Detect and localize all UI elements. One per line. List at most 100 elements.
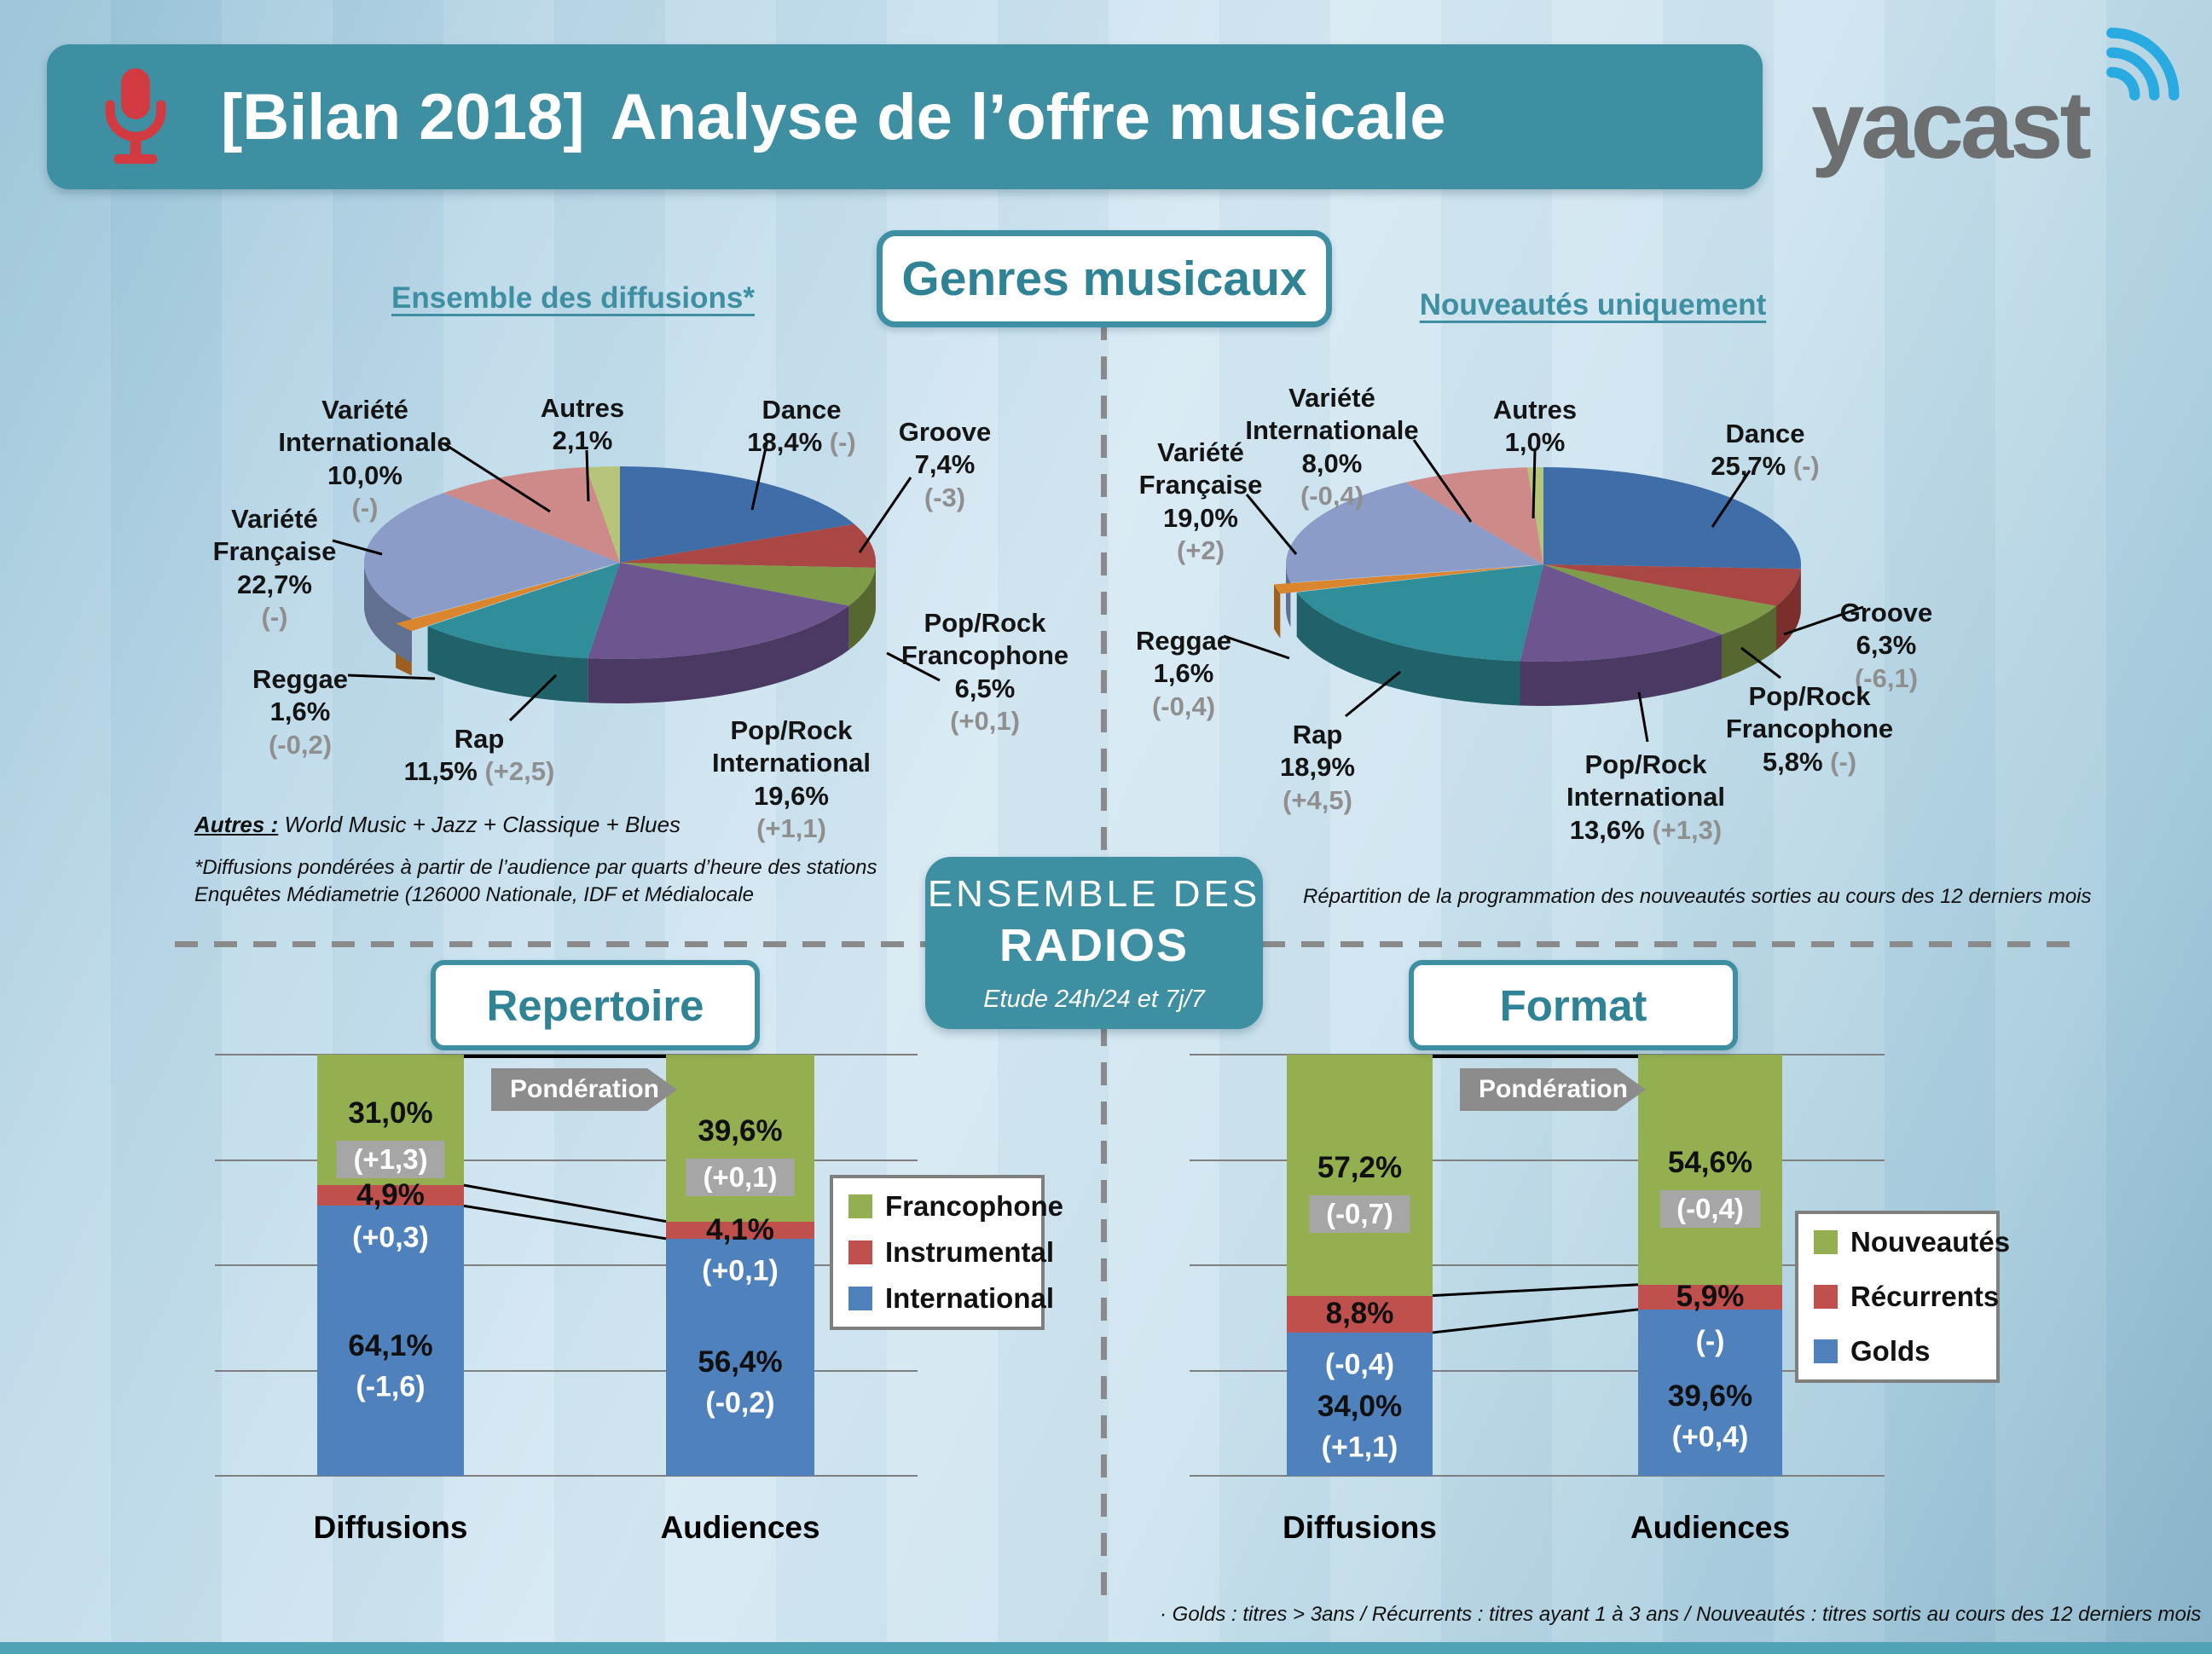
pie-slice — [1527, 466, 1543, 564]
bar-value-label: 34,0% — [1317, 1390, 1403, 1424]
legend-item: Golds — [1814, 1335, 1981, 1368]
bar-change-badge: (+1,3) — [336, 1140, 445, 1178]
horizontal-divider-left — [175, 941, 925, 947]
pie-slice — [848, 568, 876, 651]
pie-leader-line — [750, 439, 769, 511]
pie-slice-label: Rap 11,5% (+2,5) — [403, 724, 555, 787]
bar-value-label: 5,9% — [1676, 1280, 1745, 1314]
microphone-icon — [88, 63, 183, 171]
legend-swatch-icon — [848, 1287, 872, 1310]
legend-item: International — [848, 1282, 1054, 1315]
legend-swatch-icon — [848, 1194, 872, 1218]
pie-leader-line — [332, 539, 383, 556]
pie-slice-label: Reggae 1,6% (-0,4) — [1136, 626, 1231, 721]
bar-change-label: (-1,6) — [356, 1370, 426, 1403]
ensemble-des-radios-box: ENSEMBLE DES RADIOS Etude 24h/24 et 7j/7 — [925, 857, 1263, 1029]
page-title-prefix: [Bilan 2018] — [221, 80, 585, 153]
bar-segment-golds — [1287, 1333, 1433, 1476]
bar-segment-international — [317, 1206, 464, 1476]
repertoire-box: Repertoire — [431, 960, 760, 1050]
legend-item: Nouveautés — [1814, 1226, 2010, 1258]
pie-slice — [1274, 565, 1527, 594]
gridline — [1190, 1159, 1885, 1161]
pie-slice — [363, 563, 412, 663]
page-title-main: Analyse de l’offre musicale — [610, 80, 1446, 153]
pie-leader-line — [1637, 691, 1649, 743]
bar-change-label: (+0,3) — [352, 1221, 429, 1254]
ponderation-arrow-format: Pondération — [1460, 1068, 1646, 1111]
pie-slice — [1274, 584, 1281, 639]
chart-legend: Nouveautés Récurrents Golds — [1795, 1211, 2010, 1383]
format-box: Format — [1409, 960, 1738, 1050]
pie-leader-line — [585, 449, 590, 502]
legend-label: Nouveautés — [1850, 1226, 2011, 1258]
bar-change-label: (+0,1) — [702, 1254, 779, 1287]
pie-slice — [620, 563, 876, 606]
pie-slice — [1543, 466, 1802, 570]
yacast-signal-icon — [2106, 27, 2180, 101]
pie-slice — [620, 523, 877, 568]
chart-legend: Francophone Instrumental International — [830, 1175, 1063, 1330]
genres-musicaux-box: Genres musicaux — [877, 230, 1332, 327]
pie-slice-label: Reggae 1,6% (-0,2) — [252, 664, 348, 760]
pie-slice-label: Rap 18,9% (+4,5) — [1280, 720, 1355, 815]
legend-label: International — [885, 1282, 1055, 1314]
bar-change-label: (+1,1) — [1321, 1431, 1398, 1464]
pie-slice — [427, 563, 620, 659]
bar-value-label: 31,0% — [348, 1096, 433, 1130]
pie-leader-line — [858, 477, 912, 553]
gridline — [215, 1369, 918, 1372]
pie-slice-label: Pop/Rock International 19,6% (+1,1) — [711, 715, 871, 844]
pie-slice-label: Variété Internationale 8,0% (-0,4) — [1245, 383, 1419, 512]
gridline — [1190, 1264, 1885, 1266]
pie-slice-label: Variété Française 22,7% (-) — [212, 504, 337, 633]
pie-leader-line — [1783, 605, 1864, 636]
pie-leader-line — [1711, 470, 1752, 528]
pie-slice — [1296, 564, 1543, 662]
bar-segment-récurrents — [1287, 1295, 1433, 1333]
pie-slice-label: Pop/Rock International 13,6% (+1,3) — [1566, 749, 1726, 845]
legend-item: Francophone — [848, 1190, 1063, 1223]
pie-leader-line — [1412, 439, 1473, 523]
bar-value-label: 56,4% — [698, 1345, 783, 1379]
legend-swatch-icon — [848, 1240, 872, 1264]
center-box-line2: RADIOS — [999, 919, 1189, 971]
pie-slice — [1543, 564, 1801, 606]
pie-leader-line — [508, 674, 558, 722]
bar-segment-golds — [1638, 1309, 1782, 1477]
pie-slice — [1520, 634, 1722, 706]
legend-label: Golds — [1850, 1335, 1931, 1367]
pie-slice — [363, 493, 620, 619]
pie-leader-line — [347, 674, 436, 680]
pie-slice — [588, 605, 849, 703]
gridline — [1190, 1369, 1885, 1372]
footer-bar — [0, 1642, 2212, 1654]
pie-slice — [1520, 564, 1722, 662]
bar-value-label: 54,6% — [1667, 1145, 1753, 1179]
pie-leader-line — [1345, 670, 1401, 718]
bar-connector-lines — [1432, 1055, 1639, 1334]
bar-value-label: 64,1% — [348, 1329, 433, 1362]
right-pie-footnote: Répartition de la programmation des nouv… — [1303, 885, 2092, 908]
pie-slice-label: Autres 1,0% — [1492, 395, 1578, 458]
footnote-autres-text: World Music + Jazz + Classique + Blues — [278, 812, 681, 837]
gridline — [1190, 1475, 1885, 1477]
left-pie-footnote-3: Enquêtes Médiametrie (126000 Nationale, … — [194, 883, 754, 906]
x-axis-label: Diffusions — [1283, 1510, 1437, 1545]
center-box-line1: ENSEMBLE DES — [927, 872, 1261, 915]
legend-item: Instrumental — [848, 1236, 1054, 1269]
bar-value-label: 39,6% — [698, 1113, 783, 1148]
legend-label: Récurrents — [1850, 1281, 2000, 1312]
footnote-autres-label: Autres : — [194, 812, 279, 837]
pie-slice-label: Groove 7,4% (-3) — [898, 417, 992, 512]
x-axis-label: Diffusions — [313, 1510, 468, 1545]
bar-segment-instrumental — [317, 1185, 464, 1206]
legend-swatch-icon — [1814, 1230, 1838, 1254]
bar-value-label: 4,9% — [356, 1178, 425, 1212]
pie-slice-label: Dance 25,7% (-) — [1711, 419, 1820, 482]
x-axis-label: Audiences — [660, 1510, 820, 1545]
bar-segment-international — [666, 1238, 814, 1477]
pie-slice — [1285, 482, 1543, 583]
gridline — [215, 1264, 918, 1266]
